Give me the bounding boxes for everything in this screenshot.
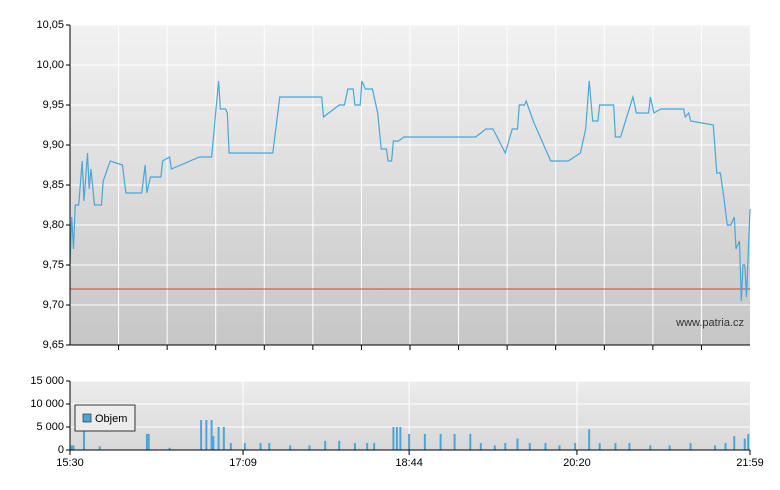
volume-bar: [516, 438, 519, 450]
volume-bar: [668, 445, 671, 450]
volume-bar: [268, 443, 271, 450]
volume-bar: [338, 440, 341, 450]
volume-bar: [598, 443, 601, 450]
y-tick-label: 9,65: [43, 339, 64, 351]
volume-bar: [504, 443, 507, 450]
volume-bar: [493, 445, 496, 450]
volume-bar: [574, 443, 577, 450]
volume-bar: [210, 420, 213, 450]
y-tick-label: 9,95: [43, 99, 64, 111]
volume-bar: [373, 443, 376, 450]
volume-bar: [217, 427, 220, 450]
x-tick-label: 15:30: [56, 457, 84, 469]
volume-bar: [439, 433, 442, 450]
x-tick-label: 20:20: [563, 457, 591, 469]
volume-bar: [743, 438, 746, 450]
legend-swatch: [82, 413, 92, 423]
volume-bar: [733, 436, 736, 450]
volume-bar: [259, 443, 262, 450]
volume-bar: [200, 420, 203, 450]
volume-bar: [353, 443, 356, 450]
y-tick-label: 10 000: [30, 398, 64, 410]
volume-bar: [689, 443, 692, 450]
volume-bar: [408, 433, 411, 450]
volume-bar: [544, 443, 547, 450]
volume-bar: [423, 433, 426, 450]
x-tick-label: 21:59: [736, 457, 764, 469]
y-tick-label: 15 000: [30, 375, 64, 387]
volume-bar: [392, 427, 395, 450]
volume-bar: [747, 433, 750, 450]
volume-bar: [649, 445, 652, 450]
volume-bar: [147, 433, 150, 450]
volume-bar: [70, 445, 73, 450]
y-tick-label: 10,05: [36, 19, 64, 31]
y-tick-label: 9,85: [43, 179, 64, 191]
volume-bar: [205, 420, 208, 450]
volume-bar: [528, 443, 531, 450]
volume-bar: [324, 440, 327, 450]
volume-bar: [212, 436, 215, 450]
volume-bar: [628, 443, 631, 450]
y-tick-label: 9,90: [43, 139, 64, 151]
volume-bar: [72, 445, 75, 450]
volume-bar: [395, 427, 398, 450]
volume-bar: [98, 446, 101, 450]
volume-bar: [469, 433, 472, 450]
volume-bar: [714, 445, 717, 450]
volume-bar: [222, 427, 225, 450]
volume-bar: [588, 429, 591, 450]
volume-bar: [229, 443, 232, 450]
y-tick-label: 9,70: [43, 299, 64, 311]
y-tick-label: 10,00: [36, 59, 64, 71]
volume-bar: [366, 443, 369, 450]
y-tick-label: 0: [58, 444, 64, 456]
x-tick-label: 17:09: [229, 457, 257, 469]
volume-bar: [724, 443, 727, 450]
volume-bar: [145, 433, 148, 450]
volume-bar: [479, 443, 482, 450]
legend-label: Objem: [95, 413, 127, 425]
price-line: [69, 80, 751, 302]
y-tick-label: 9,75: [43, 259, 64, 271]
volume-bar: [168, 447, 171, 450]
volume-bar: [614, 443, 617, 450]
y-tick-label: 5 000: [36, 421, 64, 433]
volume-bar: [399, 427, 402, 450]
volume-bar: [308, 445, 311, 450]
volume-bar: [243, 443, 246, 450]
y-tick-label: 9,80: [43, 219, 64, 231]
volume-bar: [82, 413, 85, 450]
x-tick-label: 18:44: [395, 457, 423, 469]
volume-bar: [289, 445, 292, 450]
volume-bar: [453, 433, 456, 450]
watermark: www.patria.cz: [675, 317, 744, 329]
volume-bar: [558, 445, 561, 450]
